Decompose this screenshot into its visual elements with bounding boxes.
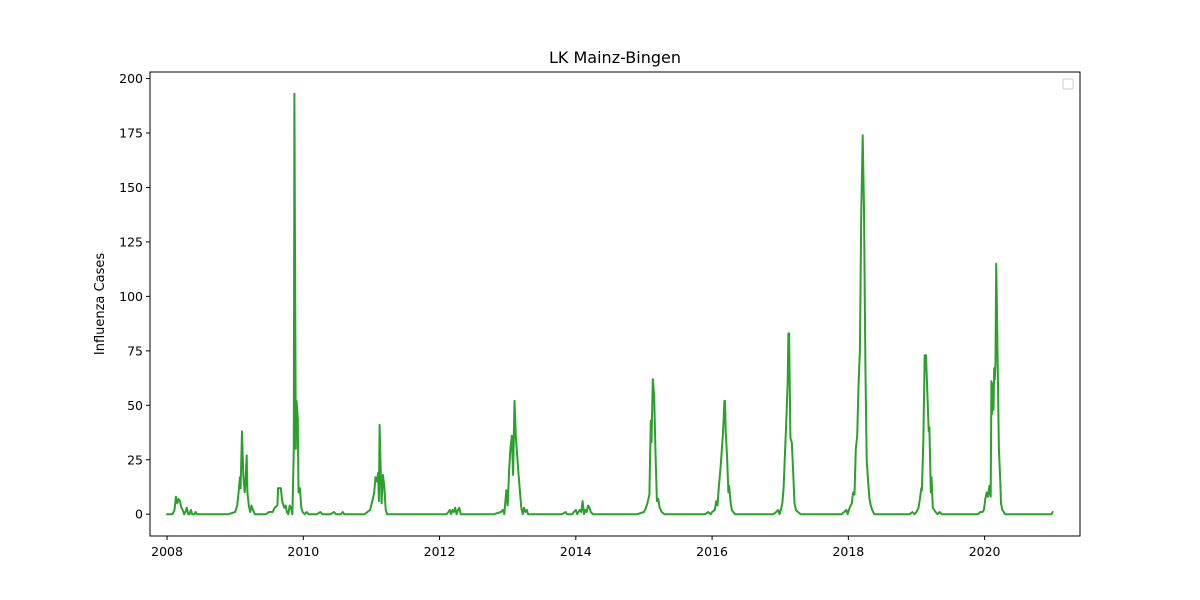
legend bbox=[1062, 78, 1074, 90]
y-tick-label: 200 bbox=[119, 71, 143, 86]
y-axis-label: Influenza Cases bbox=[93, 253, 108, 355]
x-tick-label: 2008 bbox=[151, 544, 183, 559]
x-tick-label: 2014 bbox=[560, 544, 592, 559]
x-axis: 2008 2010 2012 2014 2016 2018 2020 bbox=[151, 536, 1001, 559]
x-tick-label: 2018 bbox=[832, 544, 864, 559]
y-tick-label: 25 bbox=[127, 452, 143, 467]
axes-frame bbox=[149, 71, 1081, 537]
series-group bbox=[166, 92, 1054, 516]
y-axis: 0 25 50 75 100 125 150 175 200 bbox=[119, 71, 150, 522]
y-tick-label: 150 bbox=[119, 180, 143, 195]
y-tick-label: 100 bbox=[119, 289, 143, 304]
legend-box bbox=[1062, 78, 1074, 90]
x-tick-label: 2020 bbox=[969, 544, 1001, 559]
series-line bbox=[166, 92, 1054, 516]
y-tick-label: 0 bbox=[135, 507, 143, 522]
x-tick-label: 2012 bbox=[424, 544, 456, 559]
y-tick-label: 175 bbox=[119, 125, 143, 140]
chart-title: LK Mainz-Bingen bbox=[549, 48, 681, 67]
plot-area bbox=[149, 71, 1081, 537]
y-tick-label: 125 bbox=[119, 234, 143, 249]
x-tick-label: 2016 bbox=[696, 544, 728, 559]
y-tick-label: 50 bbox=[127, 398, 143, 413]
y-tick-label: 75 bbox=[127, 343, 143, 358]
x-tick-label: 2010 bbox=[287, 544, 319, 559]
